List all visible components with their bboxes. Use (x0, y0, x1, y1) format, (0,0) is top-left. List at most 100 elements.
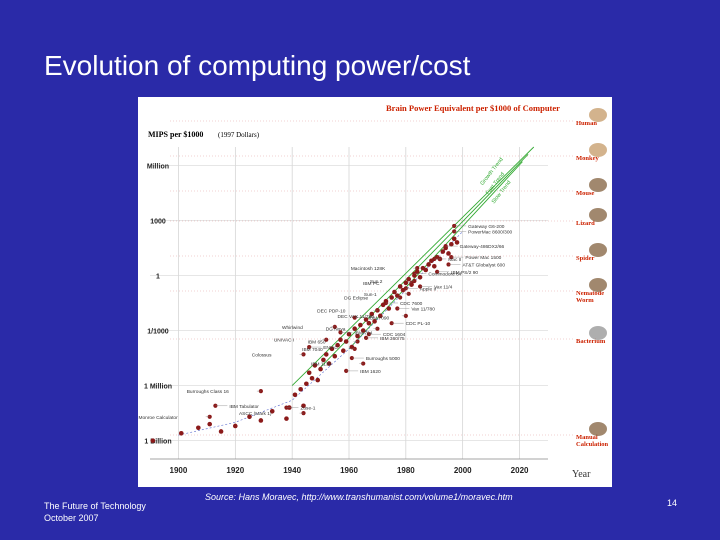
data-point (207, 421, 212, 427)
brain-level-label: Spider (576, 255, 595, 262)
brain-level-label: Bacterium (576, 338, 606, 345)
data-point (178, 431, 184, 436)
data-point (341, 348, 346, 354)
point-label: DG Nova (326, 327, 346, 333)
point-label: Gateway G6-200 (468, 224, 505, 230)
data-point (346, 331, 352, 337)
trend-line (291, 146, 535, 386)
point-label: Mac II (448, 257, 461, 263)
data-point (426, 262, 431, 267)
x-tick-label: 1980 (397, 466, 415, 475)
point-label: Vax 11/780 (411, 307, 435, 313)
trend-line (320, 154, 529, 368)
creature-icon (589, 143, 607, 157)
brain-level-label: Monkey (576, 155, 600, 162)
point-label: Whirlwind (282, 325, 303, 331)
data-point (343, 339, 349, 344)
point-label: Zuse-1 (300, 406, 315, 412)
trend-curve (178, 231, 463, 436)
point-label: Burroughs 5000 (366, 356, 400, 362)
grid-layer (150, 147, 548, 459)
data-point (386, 306, 392, 311)
point-label: Commodore 64 (428, 272, 461, 278)
point-label: IBM PC (363, 281, 380, 287)
data-point (423, 267, 429, 273)
data-point (397, 284, 403, 289)
y-tick-label: 1 (156, 273, 160, 280)
data-point (431, 263, 437, 269)
data-point (304, 381, 309, 387)
data-point (150, 438, 156, 443)
data-point (312, 363, 318, 368)
point-label: IBM 1620 (360, 369, 381, 375)
data-point (318, 366, 323, 372)
creature-icon (589, 243, 607, 257)
labeled-point (349, 355, 354, 361)
data-point (451, 236, 457, 242)
data-point (332, 353, 338, 359)
footer-line-2: October 2007 (44, 513, 99, 523)
point-label: IBM Tabulator (229, 404, 259, 410)
data-point (301, 403, 306, 409)
x-axis-label: Year (572, 469, 591, 480)
axis-layer: 1900 1920 1940 1960 1980 2000 2020 Million 1000 1… (144, 163, 548, 475)
point-label: PowerMac 8600/300 (468, 229, 512, 235)
slide-title: Evolution of computing power/cost (44, 50, 471, 81)
point-label: Sun-1 (364, 292, 377, 298)
data-point (449, 241, 454, 247)
point-label: CDC PL-10 (406, 321, 431, 327)
point-label: Apple II (420, 286, 436, 292)
creature-icon (589, 278, 607, 292)
x-tick-label: 1900 (170, 466, 188, 475)
point-label: Gateway-486DX2/66 (460, 244, 505, 250)
data-point (355, 333, 360, 339)
data-point (232, 423, 238, 429)
data-point (358, 322, 363, 328)
y-axis-label: MIPS per $1000 (148, 130, 203, 139)
point-label: CDC 7600 (400, 301, 423, 307)
creature-icon (589, 326, 607, 340)
data-point (309, 375, 315, 381)
point-label: Vax 11/4 (434, 284, 453, 290)
point-label: Monroe Calculator (138, 415, 178, 421)
source-citation: Source: Hans Moravec, http://www.transhu… (205, 492, 513, 502)
data-point (446, 251, 451, 256)
data-point (315, 377, 321, 383)
y-tick-label: 1000 (150, 218, 166, 225)
data-point (392, 289, 397, 295)
data-point (406, 276, 412, 282)
brain-level-label: Human (576, 120, 597, 127)
creature-icon (589, 178, 607, 192)
y-axis-note: (1997 Dollars) (218, 131, 260, 139)
data-point (258, 418, 264, 423)
point-label: DG Eclipse (344, 295, 368, 301)
point-label: Macintosh 128K (351, 266, 386, 272)
data-point (323, 352, 329, 357)
footer-left: The Future of Technology October 2007 (44, 500, 146, 524)
point-label: Power Mac 1500 (465, 255, 501, 261)
labeled-point (344, 368, 349, 374)
x-tick-label: 2020 (511, 466, 529, 475)
page-number: 14 (667, 498, 678, 508)
y-tick-label: 1 Million (144, 384, 172, 391)
point-label: Colossus (252, 352, 272, 358)
y-tick-label: 1 Billion (144, 439, 171, 446)
creature-icon (589, 208, 607, 222)
point-label: ASCC (Mark 1) (239, 411, 272, 417)
point-label: IBM 7090 (369, 316, 390, 322)
labeled-point (383, 300, 389, 306)
data-point (321, 357, 326, 363)
data-point (389, 295, 394, 300)
footer-line-1: The Future of Technology (44, 501, 146, 511)
x-tick-label: 1920 (226, 466, 244, 475)
data-point (247, 414, 252, 420)
x-tick-label: 1940 (283, 466, 301, 475)
data-point (369, 311, 375, 317)
data-point (298, 386, 303, 392)
data-point (372, 319, 377, 324)
labeled-point (352, 315, 357, 320)
data-point (218, 429, 224, 434)
x-tick-label: 2000 (454, 466, 472, 475)
data-point (377, 313, 383, 319)
labeled-point (307, 344, 312, 350)
